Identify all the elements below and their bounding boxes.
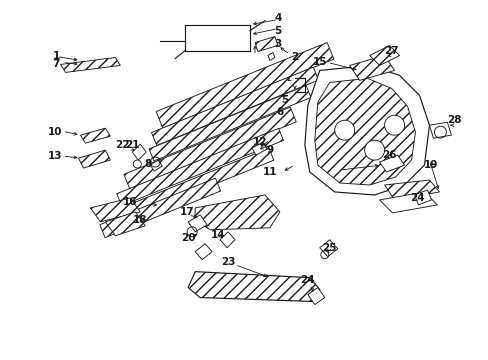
Polygon shape	[78, 150, 110, 168]
Polygon shape	[123, 107, 296, 189]
Circle shape	[364, 140, 384, 160]
Polygon shape	[195, 244, 212, 260]
Polygon shape	[379, 155, 404, 172]
Polygon shape	[319, 240, 337, 257]
Text: 24: 24	[409, 193, 424, 203]
Polygon shape	[195, 195, 279, 230]
Text: 6: 6	[276, 107, 283, 117]
Polygon shape	[150, 160, 162, 171]
Polygon shape	[61, 58, 120, 72]
Circle shape	[334, 120, 354, 140]
Text: 5: 5	[274, 26, 281, 36]
Polygon shape	[117, 129, 283, 206]
Text: 20: 20	[181, 233, 195, 243]
Text: 16: 16	[123, 197, 137, 207]
Polygon shape	[188, 272, 319, 302]
Polygon shape	[379, 192, 437, 213]
Text: 3: 3	[274, 39, 281, 49]
Polygon shape	[428, 122, 450, 138]
Text: 8: 8	[144, 159, 152, 169]
Text: 14: 14	[210, 230, 225, 240]
Polygon shape	[90, 198, 140, 222]
Text: 12: 12	[252, 137, 266, 147]
Polygon shape	[151, 67, 318, 145]
Text: 4: 4	[274, 13, 281, 23]
Text: 1: 1	[53, 51, 60, 62]
Polygon shape	[188, 215, 207, 232]
Polygon shape	[220, 232, 235, 248]
Polygon shape	[132, 144, 146, 160]
Text: 19: 19	[424, 160, 438, 170]
Circle shape	[384, 115, 404, 135]
Text: 9: 9	[266, 145, 273, 155]
Text: 5: 5	[281, 95, 288, 105]
Polygon shape	[251, 142, 266, 155]
Text: 11: 11	[262, 167, 277, 177]
Text: 27: 27	[384, 45, 398, 55]
Text: 10: 10	[48, 127, 62, 137]
Polygon shape	[307, 288, 324, 305]
Text: 24: 24	[300, 275, 314, 285]
Text: 22: 22	[115, 140, 129, 150]
Polygon shape	[105, 212, 145, 236]
Polygon shape	[369, 45, 399, 66]
Text: 25: 25	[322, 243, 336, 253]
Polygon shape	[254, 37, 277, 51]
Text: 26: 26	[382, 150, 396, 160]
Polygon shape	[149, 85, 310, 161]
Polygon shape	[267, 53, 274, 60]
Polygon shape	[81, 128, 110, 143]
Polygon shape	[156, 42, 333, 128]
Text: 13: 13	[48, 151, 62, 161]
Text: 17: 17	[180, 207, 194, 217]
Polygon shape	[304, 66, 428, 195]
Polygon shape	[100, 178, 220, 238]
Text: 18: 18	[133, 215, 147, 225]
Polygon shape	[349, 55, 394, 80]
Text: 7: 7	[52, 59, 59, 69]
Polygon shape	[314, 78, 415, 185]
Polygon shape	[116, 148, 273, 222]
Text: 15: 15	[312, 58, 326, 67]
Text: 21: 21	[125, 140, 139, 150]
Text: 23: 23	[221, 257, 235, 267]
Polygon shape	[384, 180, 439, 200]
Polygon shape	[414, 190, 430, 205]
Text: 28: 28	[446, 115, 461, 125]
Text: 2: 2	[291, 53, 298, 63]
